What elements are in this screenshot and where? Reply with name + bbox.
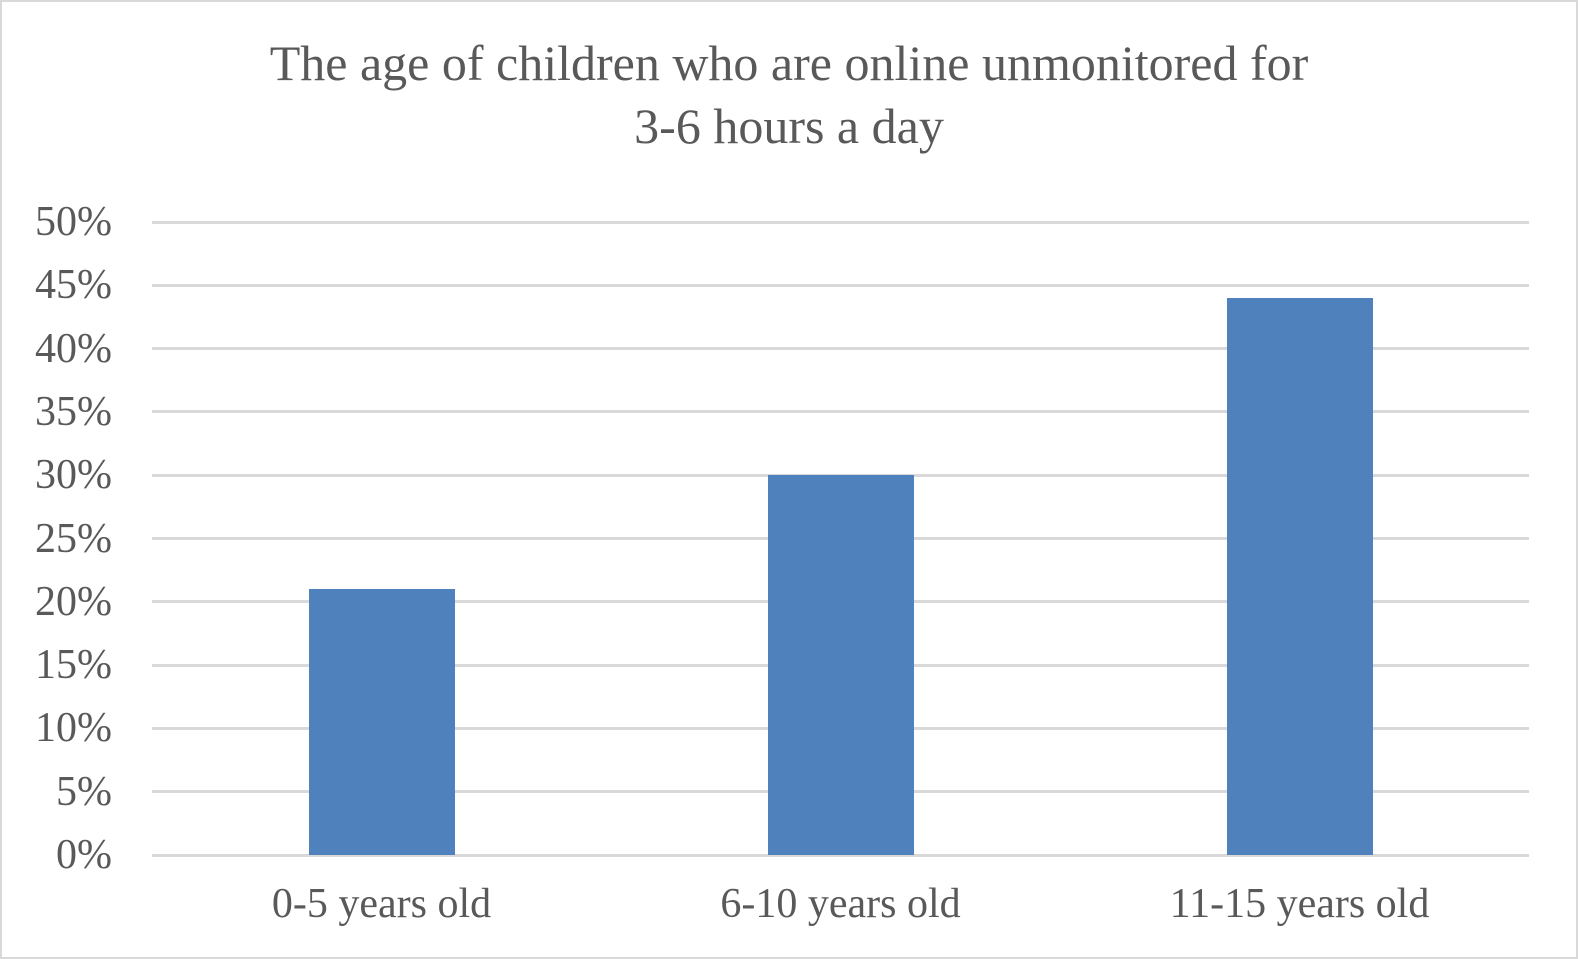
- bar: [767, 475, 914, 855]
- gridline: [152, 410, 1529, 414]
- y-tick-label: 20%: [35, 578, 112, 625]
- y-tick-label: 45%: [35, 262, 112, 309]
- y-tick-label: 25%: [35, 515, 112, 562]
- x-axis-labels: 0-5 years old 6-10 years old 11-15 years o…: [152, 874, 1529, 934]
- gridline: [152, 220, 1529, 224]
- gridline: [152, 347, 1529, 351]
- y-tick-label: 30%: [35, 452, 112, 499]
- y-tick-label: 0%: [56, 832, 112, 878]
- y-tick-label: 10%: [35, 705, 112, 752]
- gridline: [152, 853, 1529, 857]
- bar: [308, 589, 455, 855]
- plot-area: [152, 220, 1529, 857]
- y-tick-label: 5%: [56, 768, 112, 815]
- chart-title-line-1: The age of children who are online unmon…: [269, 35, 1309, 91]
- y-tick-label: 40%: [35, 325, 112, 372]
- bar: [1226, 297, 1373, 855]
- y-axis-labels: 0% 5% 10% 15% 20% 25% 30% 35% 40% 45% 50%: [2, 2, 112, 957]
- bars: [152, 222, 1529, 855]
- chart-title: The age of children who are online unmon…: [2, 32, 1576, 158]
- y-tick-label: 15%: [35, 642, 112, 689]
- y-tick-label: 35%: [35, 388, 112, 435]
- y-tick-label: 50%: [35, 199, 112, 245]
- chart-title-line-2: 3-6 hours a day: [634, 98, 944, 154]
- x-tick-label: 6-10 years old: [720, 881, 961, 927]
- x-tick-label: 0-5 years old: [271, 881, 492, 927]
- x-tick-label: 11-15 years old: [1169, 881, 1430, 927]
- gridline: [152, 283, 1529, 287]
